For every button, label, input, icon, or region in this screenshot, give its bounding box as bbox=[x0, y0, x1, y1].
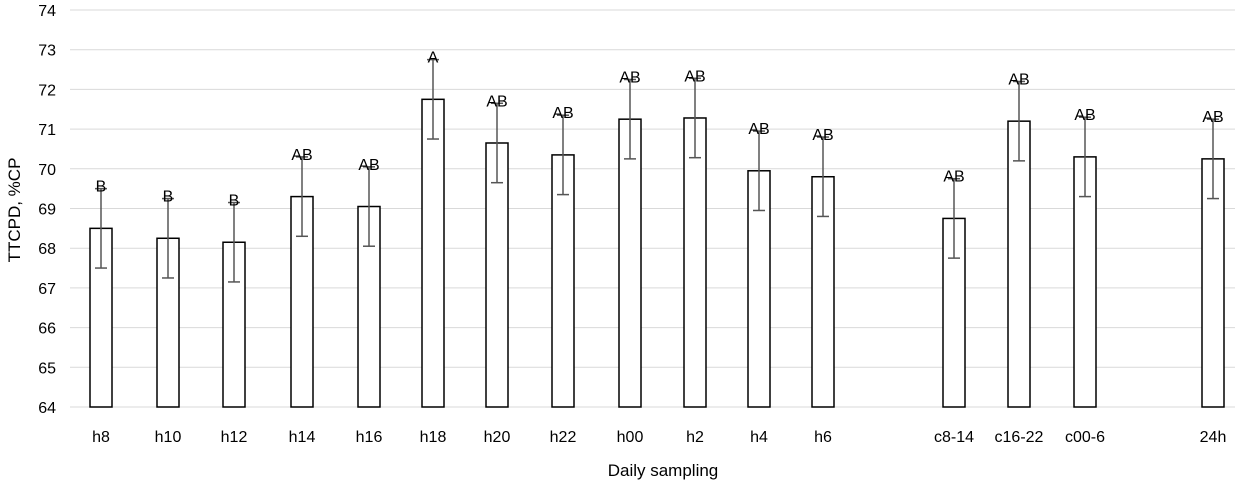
significance-label: AB bbox=[1074, 107, 1095, 124]
x-tick-label: 24h bbox=[1200, 429, 1227, 446]
bar bbox=[618, 118, 642, 408]
significance-label: B bbox=[163, 189, 174, 206]
y-tick-label: 65 bbox=[38, 360, 56, 377]
x-tick-label: h12 bbox=[221, 429, 248, 446]
significance-label: AB bbox=[1202, 109, 1223, 126]
y-tick-label: 69 bbox=[38, 202, 56, 219]
x-tick-label: h16 bbox=[356, 429, 383, 446]
significance-label: AB bbox=[291, 147, 312, 164]
significance-label: B bbox=[96, 179, 107, 196]
x-tick-label: h18 bbox=[420, 429, 447, 446]
x-tick-label: h14 bbox=[289, 429, 316, 446]
y-tick-label: 67 bbox=[38, 281, 56, 298]
significance-label: AB bbox=[684, 68, 705, 85]
x-tick-label: h22 bbox=[550, 429, 577, 446]
y-tick-label: 68 bbox=[38, 241, 56, 258]
error-bars bbox=[95, 58, 1219, 283]
x-axis-title: Daily sampling bbox=[608, 461, 719, 480]
x-tick-label: h00 bbox=[617, 429, 644, 446]
x-tick-label: h6 bbox=[814, 429, 832, 446]
x-tick-labels: h8 h10 h12 h14 h16 h18 h20 h22 h00 h2 h4 h6 c8-14 c16… bbox=[92, 429, 1226, 446]
y-axis-title: TTCPD, %CP bbox=[5, 158, 24, 263]
significance-label: AB bbox=[619, 69, 640, 86]
bars bbox=[89, 98, 1225, 408]
significance-label: A bbox=[428, 50, 439, 67]
y-tick-labels: 64 65 66 67 68 69 70 71 72 73 74 bbox=[38, 3, 56, 417]
y-tick-label: 66 bbox=[38, 321, 56, 338]
significance-labels: B B B AB AB A AB AB AB AB AB AB AB AB AB AB bbox=[96, 50, 1224, 210]
y-tick-label: 72 bbox=[38, 82, 56, 99]
x-tick-label: h2 bbox=[686, 429, 704, 446]
significance-label: AB bbox=[943, 169, 964, 186]
x-tick-label: h10 bbox=[155, 429, 182, 446]
x-tick-label: c8-14 bbox=[934, 429, 974, 446]
significance-label: B bbox=[229, 193, 240, 210]
significance-label: AB bbox=[552, 105, 573, 122]
significance-label: AB bbox=[358, 157, 379, 174]
y-tick-label: 70 bbox=[38, 162, 56, 179]
x-tick-label: h8 bbox=[92, 429, 110, 446]
bar bbox=[1007, 120, 1031, 408]
significance-label: AB bbox=[748, 121, 769, 138]
x-tick-label: h4 bbox=[750, 429, 768, 446]
y-tick-label: 64 bbox=[38, 400, 56, 417]
bar bbox=[421, 98, 445, 408]
significance-label: AB bbox=[812, 127, 833, 144]
x-tick-label: c00-6 bbox=[1065, 429, 1105, 446]
x-tick-label: c16-22 bbox=[995, 429, 1044, 446]
significance-label: AB bbox=[1008, 71, 1029, 88]
significance-label: AB bbox=[486, 93, 507, 110]
bar bbox=[683, 117, 707, 408]
y-tick-label: 71 bbox=[38, 122, 56, 139]
gridlines bbox=[70, 9, 1235, 408]
y-tick-label: 74 bbox=[38, 3, 56, 20]
x-tick-label: h20 bbox=[484, 429, 511, 446]
y-tick-label: 73 bbox=[38, 43, 56, 60]
